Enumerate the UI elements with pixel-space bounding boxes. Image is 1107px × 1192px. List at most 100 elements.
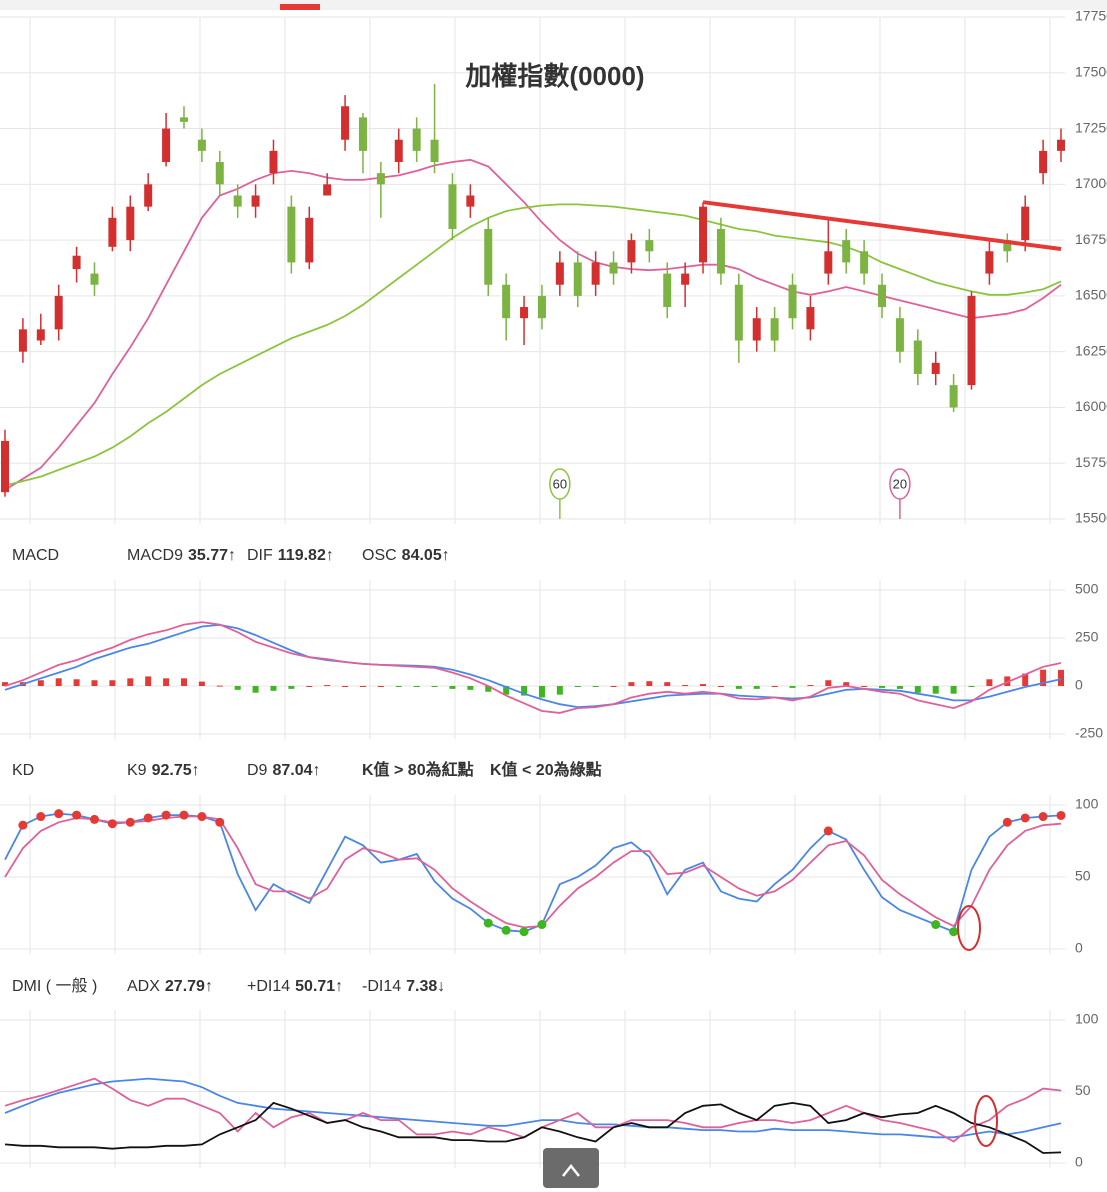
y-tick-label: 15500: [1075, 510, 1107, 526]
osc-bar: [395, 686, 402, 687]
candle-body: [72, 255, 81, 270]
candle-body: [573, 262, 582, 296]
candle-body: [251, 195, 260, 207]
candle-body: [699, 206, 708, 263]
osc-bar: [574, 686, 581, 687]
osc-bar: [771, 686, 778, 687]
candle-body: [1039, 150, 1048, 174]
osc-bar: [73, 679, 80, 686]
legend-name: -DI14: [362, 978, 401, 995]
candle-body: [269, 150, 278, 174]
legend-name: ADX: [127, 978, 160, 995]
osc-bar: [234, 686, 241, 690]
osc-bar: [646, 681, 653, 686]
kd-dot: [1020, 813, 1030, 823]
kd-dot: [537, 920, 547, 930]
y-tick-label: 250: [1075, 629, 1099, 645]
osc-bar: [825, 680, 832, 686]
kd-dot: [161, 810, 171, 820]
osc-bar: [717, 686, 724, 687]
osc-bar: [467, 686, 474, 690]
osc-bar: [610, 686, 617, 687]
legend-value: 27.79↑: [165, 978, 213, 995]
osc-bar: [342, 686, 349, 687]
candle-body: [502, 284, 511, 319]
indicator-line: [4, 623, 1062, 709]
kd-dot: [197, 812, 207, 822]
kd-dot: [54, 809, 64, 819]
osc-bar: [628, 682, 635, 686]
osc-bar: [377, 686, 384, 687]
kd-dot: [107, 819, 117, 829]
candle-body: [287, 206, 296, 263]
osc-bar: [449, 686, 456, 689]
osc-bar: [1058, 669, 1064, 686]
legend-value: 84.05↑: [402, 547, 450, 564]
kd-dot: [931, 920, 941, 930]
candle-body: [144, 184, 153, 207]
legend-value: 7.38↓: [406, 978, 445, 995]
osc-bar: [592, 686, 599, 687]
plot-layer: 15500 15750 16000 16250 16500 16750 17000 17250…: [0, 8, 1107, 1170]
legend-name: K9: [127, 762, 147, 779]
candle-body: [376, 173, 385, 185]
osc-bar: [753, 686, 760, 689]
candle-body: [895, 318, 904, 352]
kd-dot: [72, 810, 82, 820]
highlight-circle: [974, 1095, 998, 1147]
y-tick-label: 17500: [1075, 63, 1107, 79]
candle-body: [358, 117, 367, 151]
osc-bar: [91, 680, 98, 686]
kd-dot: [89, 814, 99, 824]
panel-title: DMI ( 一般 ): [12, 977, 97, 995]
osc-bar: [252, 686, 259, 693]
panel-title: MACD: [12, 547, 59, 564]
osc-bar: [288, 686, 295, 689]
y-tick-label: -250: [1075, 725, 1103, 741]
kd-dot: [1056, 810, 1066, 820]
candle-body: [162, 128, 171, 163]
collapse-button[interactable]: [543, 1148, 599, 1188]
candle-body: [323, 184, 332, 196]
candle-body: [985, 251, 994, 274]
legend-name: +DI14: [247, 978, 290, 995]
osc-bar: [700, 684, 707, 686]
candle-body: [645, 240, 654, 252]
candle-body: [233, 195, 242, 207]
indicator-line: [4, 621, 1062, 714]
kd-dot: [179, 810, 189, 820]
legend-value: 92.75↑: [152, 762, 200, 779]
candle-body: [824, 251, 833, 274]
osc-bar: [861, 686, 868, 687]
candle-body: [878, 284, 887, 308]
kd-dot: [519, 927, 529, 937]
y-tick-label: 50: [1075, 868, 1091, 884]
candle-body: [591, 262, 600, 285]
candle-body: [627, 240, 636, 263]
kd-dot: [949, 927, 959, 937]
candle-body: [1057, 139, 1065, 151]
candle-body: [197, 139, 206, 151]
caret-icon[interactable]: [562, 1163, 580, 1177]
osc-bar: [843, 682, 850, 686]
candle-body: [36, 329, 45, 341]
candle-body: [484, 228, 493, 285]
note: K值 > 80為紅點: [362, 760, 474, 779]
osc-bar: [789, 686, 796, 688]
kd-dot: [501, 925, 511, 935]
legend-value: 87.04↑: [272, 762, 320, 779]
kd-dot: [1002, 817, 1012, 827]
y-tick-label: 17750: [1075, 8, 1107, 24]
candle-body: [537, 295, 546, 319]
chart-title: 加權指數(0000): [465, 61, 644, 91]
indicator-line: [4, 1077, 1062, 1139]
ma-line: [4, 203, 1062, 487]
marker-label: 20: [893, 476, 907, 491]
note: K值 < 20為綠點: [490, 760, 602, 779]
y-tick-label: 16500: [1075, 287, 1107, 303]
candle-body: [752, 318, 761, 341]
osc-bar: [914, 686, 921, 693]
legend-value: 119.82↑: [278, 547, 334, 564]
osc-bar: [932, 686, 939, 694]
